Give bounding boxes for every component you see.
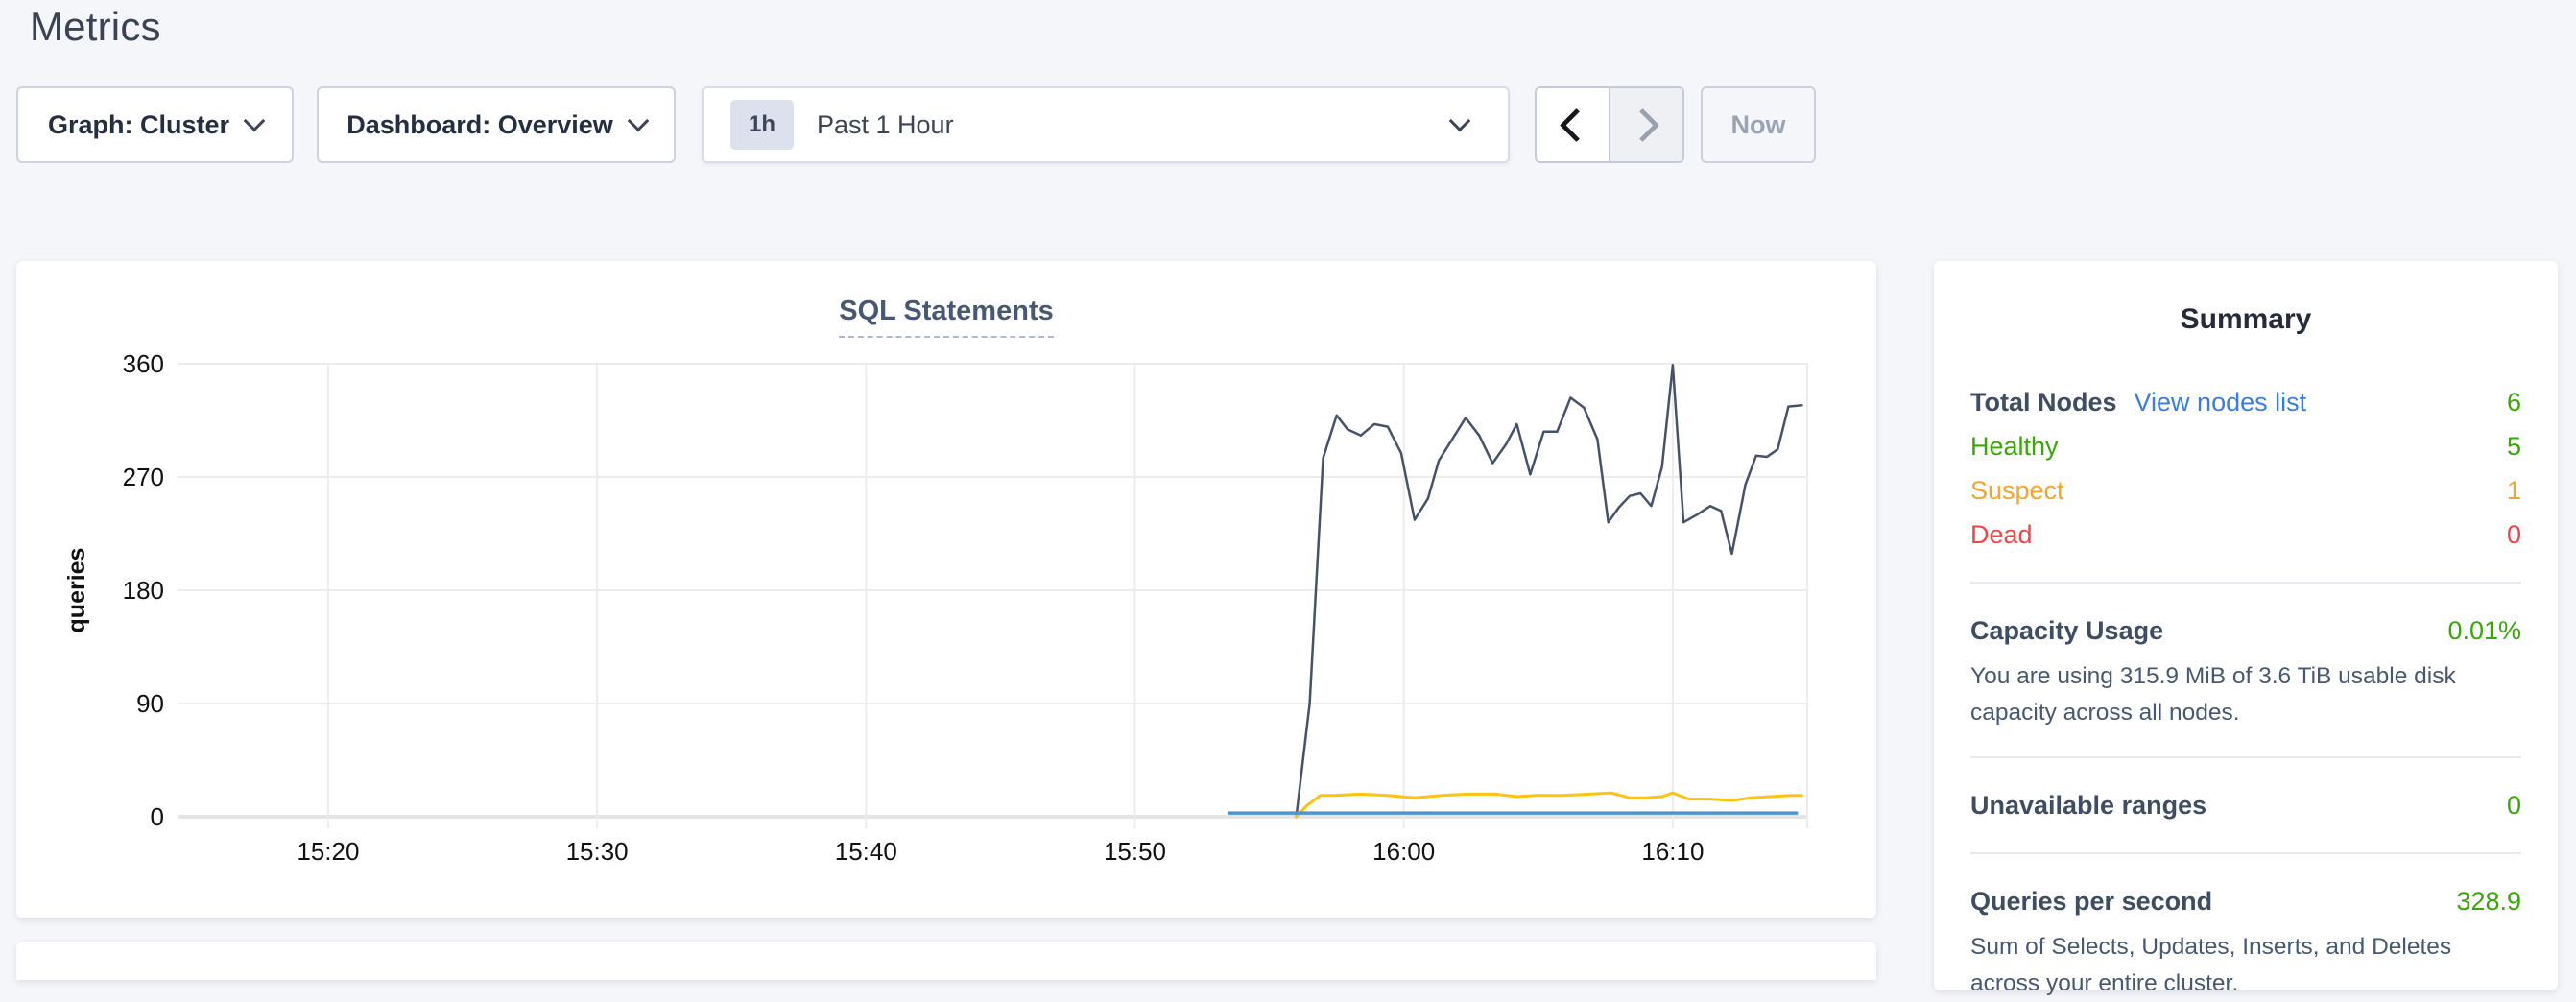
next-chart-panel-partial [16,942,1876,980]
y-axis-tick-label: 0 [151,802,164,831]
divider [1970,756,2521,758]
unavailable-ranges-label: Unavailable ranges [1970,791,2207,820]
x-axis-tick-label: 15:40 [835,837,897,866]
dead-value: 0 [2506,520,2521,549]
nodes-summary-block: Total Nodes View nodes list 6 Healthy 5 … [1970,380,2521,557]
time-step-back-button[interactable] [1537,88,1610,161]
dashboard-dropdown-label: Dashboard: Overview [346,109,613,139]
time-window-label: Past 1 Hour [817,109,954,139]
total-nodes-value: 6 [2506,388,2521,417]
chevron-down-icon [627,109,650,132]
suspect-label: Suspect [1970,476,2064,505]
sql-statements-chart-panel: 0 90 180 270 360 15:20 15:30 15:40 15:50 16:00 16:… [16,261,1876,918]
capacity-usage-block: Capacity Usage 0.01% You are using 315.9… [1970,608,2521,731]
time-step-forward-button-disabled[interactable] [1610,88,1682,161]
time-window-badge: 1h [730,100,794,150]
graph-scope-dropdown[interactable]: Graph: Cluster [16,86,294,163]
page-title: Metrics [30,4,161,49]
series-statements-dark-navy [1295,364,1803,819]
y-axis-tick-label: 270 [123,463,164,491]
x-axis-tick-label: 15:20 [297,837,359,866]
unavailable-ranges-block: Unavailable ranges 0 [1970,783,2521,827]
healthy-label: Healthy [1970,432,2059,461]
capacity-usage-label: Capacity Usage [1970,616,2164,645]
dashboard-dropdown[interactable]: Dashboard: Overview [317,86,676,163]
x-axis-tick-label: 16:10 [1641,837,1704,866]
queries-per-second-description: Sum of Selects, Updates, Inserts, and De… [1970,934,2452,996]
x-axis-tick-label: 15:30 [566,837,629,866]
unavailable-ranges-value: 0 [2506,791,2521,820]
time-step-control [1535,86,1684,163]
metrics-page: Metrics Graph: Cluster Dashboard: Overvi… [16,4,2521,996]
total-nodes-row: Total Nodes View nodes list 6 [1970,380,2521,424]
healthy-value: 5 [2506,432,2521,461]
chevron-down-icon [243,109,266,132]
healthy-nodes-row: Healthy 5 [1970,424,2521,468]
divider [1970,852,2521,854]
summary-title: Summary [2180,303,2312,335]
graph-scope-dropdown-label: Graph: Cluster [47,109,230,139]
suspect-value: 1 [2506,476,2521,505]
y-axis-tick-label: 180 [123,576,164,605]
series-statements-yellow [1295,791,1803,819]
queries-per-second-label: Queries per second [1970,887,2213,916]
suspect-nodes-row: Suspect 1 [1970,468,2521,513]
y-axis-tick-label: 90 [136,689,164,718]
y-axis-label: queries [63,548,90,633]
x-axis-tick-label: 16:00 [1372,837,1435,866]
divider [1970,582,2521,584]
queries-per-second-block: Queries per second 328.9 Sum of Selects,… [1970,879,2521,1002]
chevron-down-icon [1448,109,1471,132]
now-button-disabled[interactable]: Now [1701,86,1816,163]
capacity-usage-description: You are using 315.9 MiB of 3.6 TiB usabl… [1970,663,2456,726]
sql-statements-plot-area[interactable]: 0 90 180 270 360 15:20 15:30 15:40 15:50 16:00 16:… [16,261,1876,918]
queries-per-second-value: 328.9 [2456,887,2521,916]
total-nodes-label: Total Nodes [1970,388,2117,417]
time-window-dropdown[interactable]: 1h Past 1 Hour [702,86,1510,163]
capacity-usage-value: 0.01% [2447,616,2521,645]
chevron-right-icon [1625,107,1660,142]
summary-panel: Summary Total Nodes View nodes list 6 He… [1934,261,2558,996]
dead-nodes-row: Dead 0 [1970,513,2521,557]
chevron-left-icon [1559,107,1594,142]
view-nodes-list-link[interactable]: View nodes list [2134,388,2307,417]
x-axis-tick-label: 15:50 [1104,837,1166,866]
y-axis-tick-label: 360 [123,349,164,378]
chart-title-tooltip-trigger[interactable]: SQL Statements [839,296,1054,338]
dead-label: Dead [1970,520,2033,549]
